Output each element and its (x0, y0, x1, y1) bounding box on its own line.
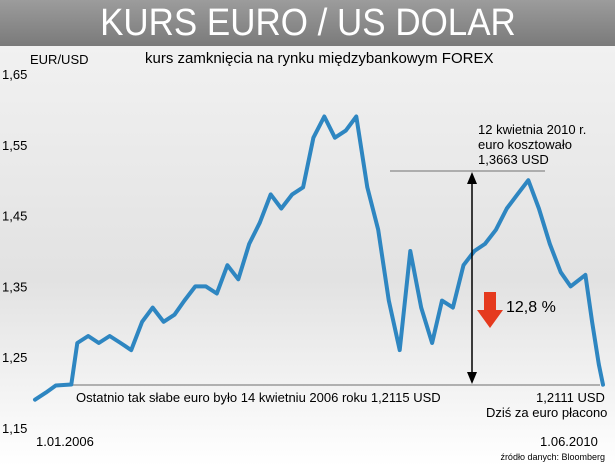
peak-annotation-line: 1,3663 USD (478, 152, 549, 167)
y-tick-label: 1,65 (2, 67, 27, 82)
data-point (86, 334, 90, 338)
data-point (526, 178, 530, 182)
range-arrow-up-head (467, 172, 477, 184)
data-point (376, 228, 380, 232)
data-point (365, 185, 369, 189)
data-point (301, 185, 305, 189)
range-arrow-down-head (467, 372, 477, 384)
data-point (537, 206, 541, 211)
data-point (322, 114, 326, 119)
data-point (182, 299, 186, 303)
data-point (548, 242, 552, 246)
data-point (247, 242, 251, 246)
end-value-label: 1,2111 USD (536, 390, 605, 405)
data-point (597, 362, 601, 366)
y-tick-label: 1,45 (2, 209, 27, 224)
data-point (408, 249, 412, 253)
y-tick-label: 1,35 (2, 279, 27, 294)
data-point (279, 206, 283, 211)
data-point (151, 306, 155, 310)
data-point (430, 341, 434, 345)
data-point (354, 114, 358, 119)
data-point (140, 320, 144, 324)
data-point (311, 136, 315, 140)
data-point (215, 291, 219, 296)
data-point (398, 348, 402, 352)
data-point (569, 284, 573, 288)
peak-annotation-line: 12 kwietnia 2010 r. (478, 122, 586, 137)
peak-annotation-line: euro kosztowało (478, 137, 572, 152)
data-point (601, 383, 605, 387)
data-point (461, 263, 466, 267)
x-tick-label-end: 1.06.2010 (540, 434, 598, 449)
data-point (290, 192, 294, 196)
data-point (419, 306, 423, 310)
data-point (108, 334, 112, 338)
data-point (472, 249, 476, 253)
data-point (483, 242, 487, 246)
data-point (515, 192, 520, 196)
end-note: Dziś za euro płacono (486, 405, 607, 420)
data-point (75, 341, 79, 345)
data-point (129, 348, 133, 352)
data-point (69, 382, 73, 387)
data-point (236, 277, 240, 281)
x-tick-label-start: 1.01.2006 (36, 434, 94, 449)
data-point (583, 273, 588, 277)
data-point (387, 299, 391, 303)
data-point (505, 206, 509, 211)
chart-subtitle: kurs zamknięcia na rynku międzybankowym … (145, 50, 494, 67)
data-point (97, 341, 101, 345)
data-point (269, 192, 273, 196)
data-point (193, 284, 197, 288)
data-point (119, 341, 123, 345)
y-tick-label: 1,25 (2, 350, 27, 365)
data-point (559, 270, 563, 274)
data-point (172, 313, 177, 317)
low-annotation: Ostatnio tak słabe euro było 14 kwietniu… (76, 390, 441, 405)
data-point (162, 320, 166, 324)
source-note: źródło danych: Bloomberg (500, 452, 605, 462)
data-point (258, 221, 262, 225)
data-point (225, 263, 229, 267)
data-point (54, 383, 58, 388)
data-point (333, 136, 337, 140)
data-point (494, 228, 498, 232)
down-arrow-icon (477, 292, 503, 328)
data-point (44, 391, 48, 395)
data-point (33, 398, 37, 402)
chart-title: KURS EURO / US DOLAR (99, 1, 516, 44)
y-axis-label: EUR/USD (30, 52, 89, 67)
title-bar: KURS EURO / US DOLAR (0, 0, 615, 46)
data-point (440, 299, 444, 303)
change-label: 12,8 % (506, 299, 556, 316)
y-tick-label: 1,55 (2, 138, 27, 153)
data-point (590, 320, 594, 324)
data-point (204, 284, 208, 288)
data-point (451, 306, 455, 310)
y-tick-label: 1,15 (2, 421, 27, 436)
data-point (344, 129, 348, 133)
